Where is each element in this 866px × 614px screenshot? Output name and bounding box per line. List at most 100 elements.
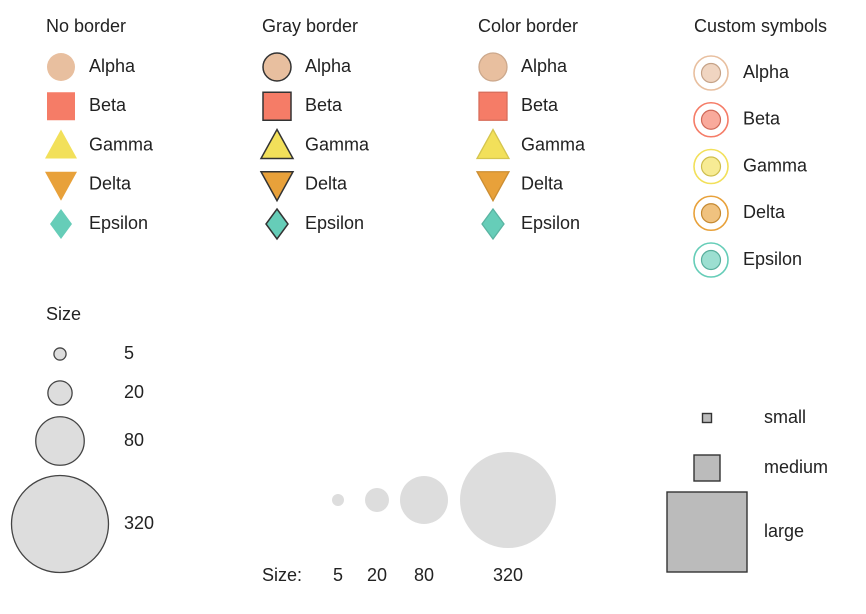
size-circle-320 xyxy=(460,452,556,548)
size-circle-20 xyxy=(365,488,389,512)
size-label: 20 xyxy=(124,382,144,402)
legend-label: Alpha xyxy=(743,62,790,82)
legend-item-epsilon: Epsilon xyxy=(481,207,580,241)
legend-title: Color border xyxy=(478,16,578,36)
legend-item-epsilon: Epsilon xyxy=(50,209,148,239)
size-legend-squares: small medium large xyxy=(666,407,828,573)
diamond-marker xyxy=(50,209,72,239)
size-square-small xyxy=(701,412,713,424)
size-circle-320 xyxy=(10,474,110,574)
legend-item-beta: Beta xyxy=(478,91,559,121)
size-legend-title: Size: xyxy=(262,565,302,585)
legend-item-delta: Delta xyxy=(45,171,132,201)
legend-label: Epsilon xyxy=(89,213,148,233)
size-label: 80 xyxy=(414,565,434,585)
size-label: 320 xyxy=(124,513,154,533)
legend-label: Delta xyxy=(743,202,786,222)
size-legend-vertical: Size 5 20 80 320 xyxy=(10,304,154,574)
size-legend-horizontal: Size: 5 20 80 320 xyxy=(262,452,556,585)
legend-label: Epsilon xyxy=(305,213,364,233)
size-label: 5 xyxy=(333,565,343,585)
legend-label: Beta xyxy=(521,95,559,115)
legend-item-delta: Delta xyxy=(475,171,564,203)
ring-outer xyxy=(693,55,729,91)
ring-outer xyxy=(693,242,729,278)
legend-item-alpha: Alpha xyxy=(47,53,136,81)
legend-label: Beta xyxy=(743,109,781,129)
ring-outer xyxy=(693,101,729,138)
diamond-marker xyxy=(265,207,289,241)
legend-label: Beta xyxy=(89,95,127,115)
size-label: 20 xyxy=(367,565,387,585)
legend-label: Alpha xyxy=(305,56,352,76)
size-circle-80 xyxy=(400,476,448,524)
size-label: small xyxy=(764,407,806,427)
legend-label: Epsilon xyxy=(743,249,802,269)
square-marker xyxy=(47,92,75,121)
ring-inner xyxy=(700,203,722,224)
legend-item-alpha: Alpha xyxy=(478,52,568,82)
triangle-up-marker xyxy=(45,129,77,159)
triangle-down-marker xyxy=(475,171,511,203)
ring-inner xyxy=(700,156,722,177)
ring-inner xyxy=(700,249,722,271)
legend-label: Delta xyxy=(305,174,348,194)
size-legend-title: Size xyxy=(46,304,81,324)
circle-marker xyxy=(47,53,75,81)
size-label: large xyxy=(764,521,804,541)
legend-item-alpha: Alpha xyxy=(693,55,790,91)
legend-gray-border: Gray border Alpha Beta Gamma Delta Epsilon xyxy=(259,16,370,241)
ring-outer xyxy=(693,195,729,232)
legend-label: Epsilon xyxy=(521,213,580,233)
legend-item-gamma: Gamma xyxy=(259,127,370,160)
legend-item-beta: Beta xyxy=(262,91,343,121)
legend-item-gamma: Gamma xyxy=(45,129,154,159)
ring-inner xyxy=(700,109,722,130)
legend-item-beta: Beta xyxy=(47,92,127,121)
triangle-up-marker xyxy=(259,127,295,160)
legend-label: Gamma xyxy=(743,155,808,175)
size-circle-5 xyxy=(53,347,67,361)
square-marker xyxy=(262,91,292,121)
legend-title: Custom symbols xyxy=(694,16,827,36)
size-square-medium xyxy=(693,454,721,482)
legend-item-alpha: Alpha xyxy=(262,52,352,82)
legend-label: Delta xyxy=(89,174,132,194)
circle-marker xyxy=(262,52,292,82)
legend-item-beta: Beta xyxy=(693,101,781,138)
size-circle-80 xyxy=(35,416,85,466)
size-square-large xyxy=(666,491,748,573)
size-label: medium xyxy=(764,457,828,477)
legend-item-epsilon: Epsilon xyxy=(265,207,364,241)
legend-label: Gamma xyxy=(521,134,586,154)
legend-item-epsilon: Epsilon xyxy=(693,242,802,278)
legend-label: Beta xyxy=(305,95,343,115)
legend-label: Delta xyxy=(521,174,564,194)
size-label: 5 xyxy=(124,343,134,363)
legend-item-delta: Delta xyxy=(693,195,786,232)
size-label: 80 xyxy=(124,430,144,450)
legend-item-gamma: Gamma xyxy=(475,128,586,160)
legend-item-gamma: Gamma xyxy=(693,148,808,185)
triangle-down-marker xyxy=(45,171,77,201)
legend-no-border: No border Alpha Beta Gamma Delta Epsilon xyxy=(45,16,154,239)
legend-title: Gray border xyxy=(262,16,358,36)
ring-inner xyxy=(700,62,722,84)
legend-label: Alpha xyxy=(521,56,568,76)
ring-outer xyxy=(693,148,729,185)
triangle-down-marker xyxy=(259,171,295,203)
legend-label: Gamma xyxy=(89,134,154,154)
size-circle-20 xyxy=(47,380,73,406)
diamond-marker xyxy=(481,207,505,241)
size-circle-5 xyxy=(332,494,344,506)
triangle-up-marker xyxy=(475,128,511,160)
legend-label: Alpha xyxy=(89,56,136,76)
legend-custom-symbols: Custom symbols Alpha Beta Gamma Delta Epsilon xyxy=(693,16,827,278)
legend-item-delta: Delta xyxy=(259,171,348,203)
legend-label: Gamma xyxy=(305,134,370,154)
legend-title: No border xyxy=(46,16,126,36)
legend-color-border: Color border Alpha Beta Gamma Delta Epsilon xyxy=(475,16,586,241)
circle-marker xyxy=(478,52,508,82)
size-label: 320 xyxy=(493,565,523,585)
